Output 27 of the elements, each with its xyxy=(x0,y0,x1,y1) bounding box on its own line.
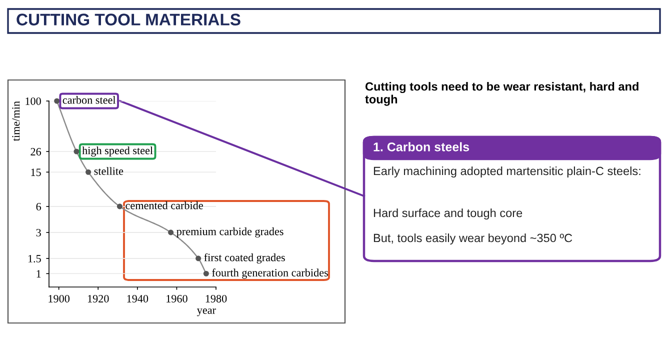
text: Cutting tools need to be wear resistant, hard and tough xyxy=(365,82,638,106)
y-tick-label: 6 xyxy=(36,202,42,210)
annotation: fourth generation carbides xyxy=(212,268,328,279)
text: 1. Carbon steels xyxy=(374,142,470,152)
annotation: premium carbide grades xyxy=(176,227,284,238)
y-tick-label: 3 xyxy=(36,228,41,236)
text: Hard surface and tough core xyxy=(374,208,522,220)
annotation: carbon steel xyxy=(62,96,116,104)
y-tick-label: 1 xyxy=(36,270,41,278)
annotation: stellite xyxy=(94,167,124,175)
x-tick-label: 1940 xyxy=(127,294,148,302)
y-tick-label: 1.5 xyxy=(28,254,41,262)
x-axis-title: year xyxy=(197,308,216,316)
text: But, tools easily wear beyond ~350 ºC xyxy=(374,233,572,244)
y-axis-title: time/min xyxy=(12,101,20,142)
chart-title: CUTTING TOOL MATERIALS xyxy=(16,14,240,26)
x-tick-label: 1900 xyxy=(48,294,70,302)
annotation: first coated grades xyxy=(204,253,285,264)
x-tick-label: 1960 xyxy=(166,294,188,302)
annotation: cemented carbide xyxy=(126,201,203,210)
text: Early machining adopted martensitic plain-C steels: xyxy=(374,166,640,178)
y-tick-label: 26 xyxy=(30,148,42,156)
x-tick-label: 1920 xyxy=(88,294,109,302)
y-tick-label: 100 xyxy=(26,97,41,105)
annotation: high speed steel xyxy=(82,146,153,157)
x-tick-label: 1980 xyxy=(206,294,227,302)
y-tick-label: 15 xyxy=(31,168,41,176)
